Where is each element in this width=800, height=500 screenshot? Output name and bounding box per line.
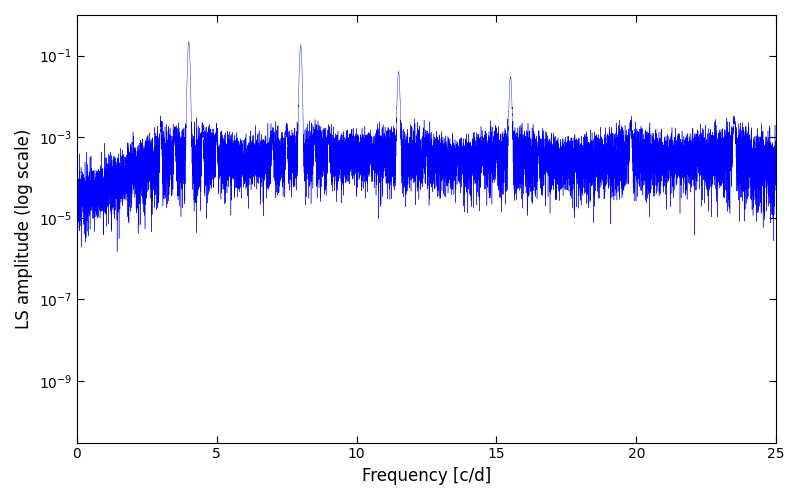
Y-axis label: LS amplitude (log scale): LS amplitude (log scale) (15, 128, 33, 329)
X-axis label: Frequency [c/d]: Frequency [c/d] (362, 467, 491, 485)
